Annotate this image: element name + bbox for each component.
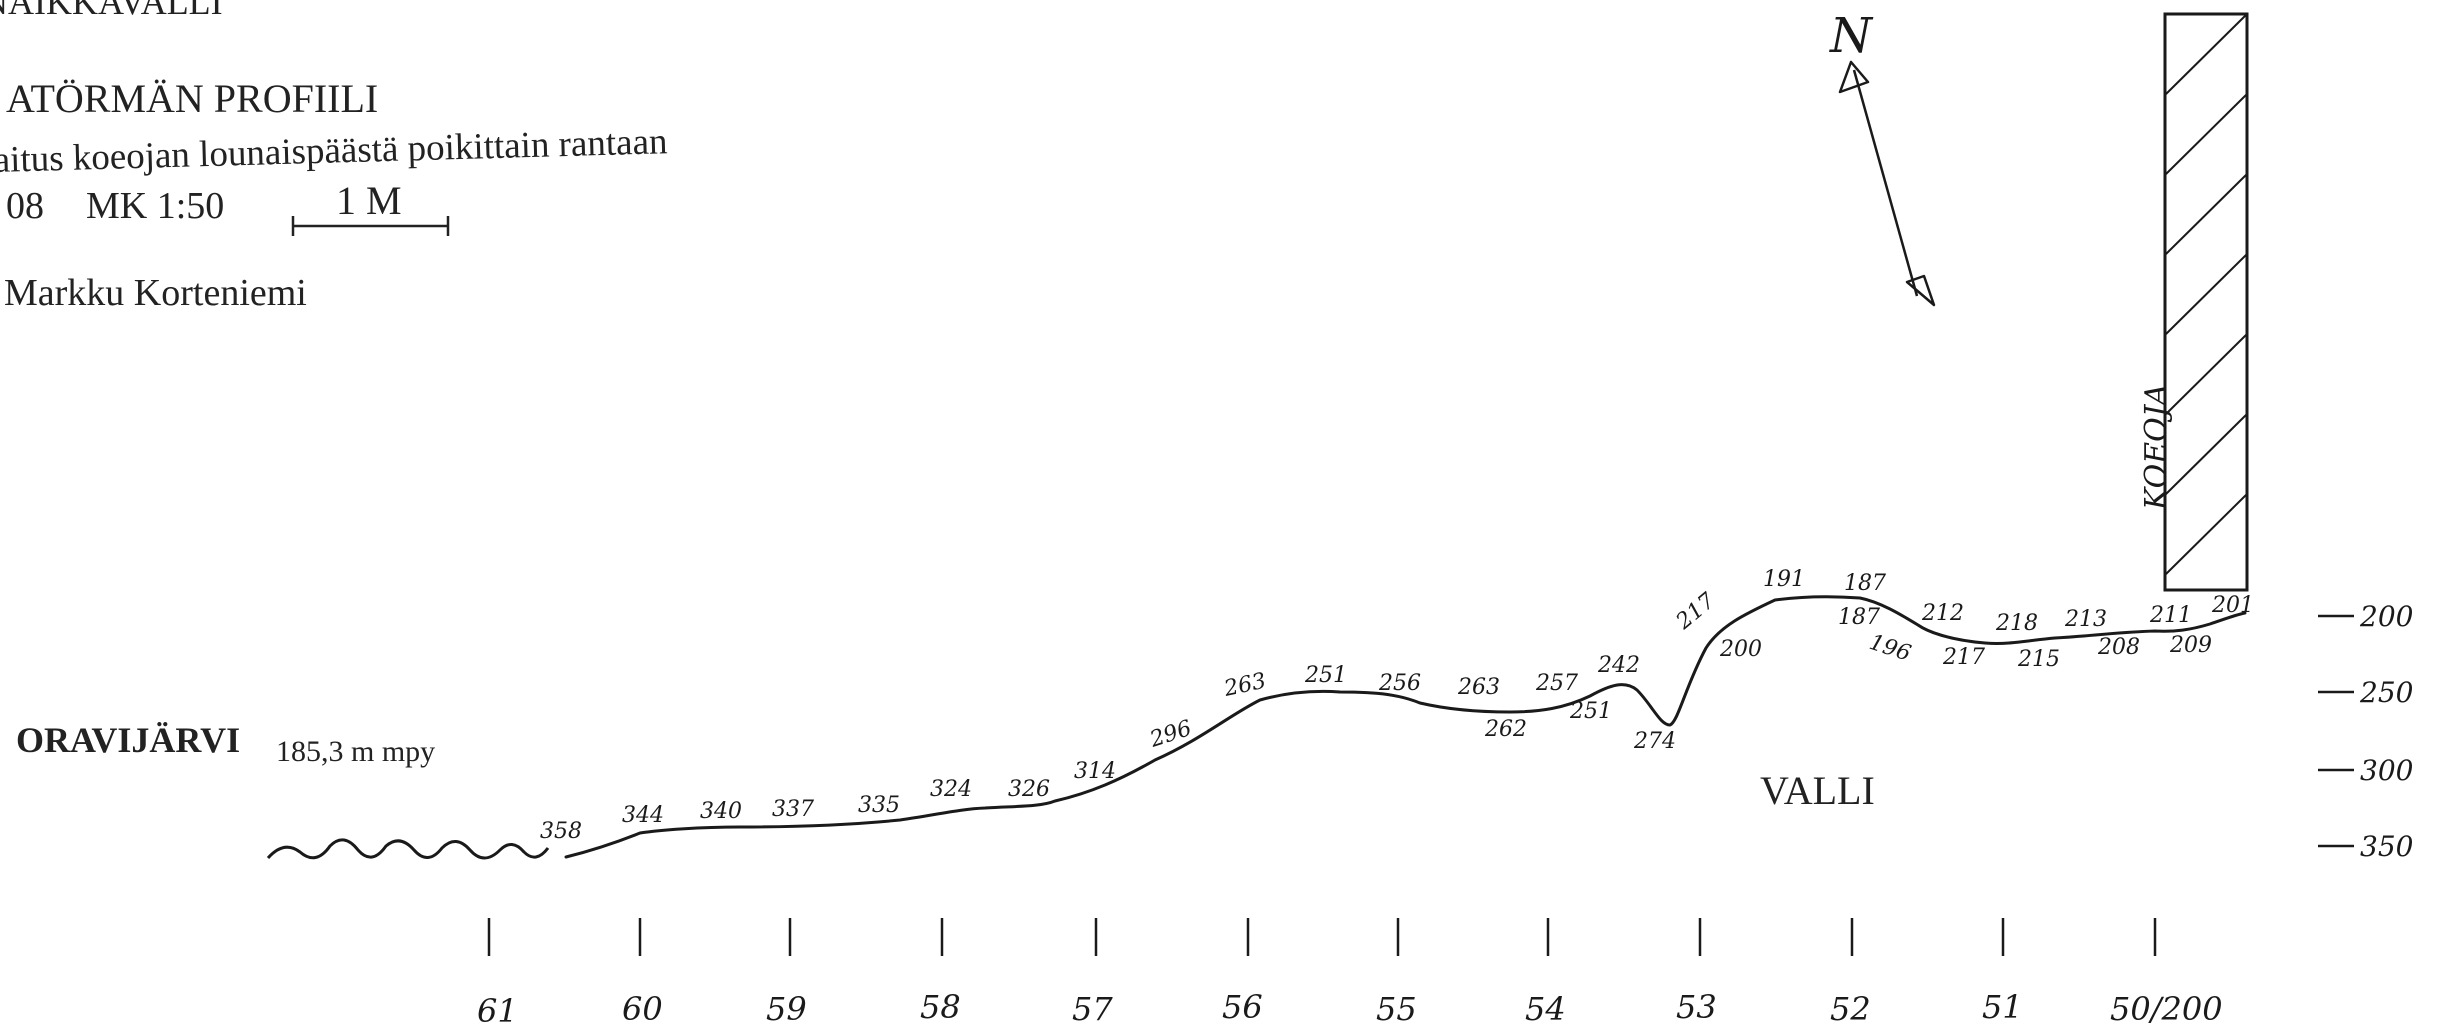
profile-reading: 263 <box>1221 669 1268 702</box>
terrain-profile-line <box>566 597 2245 857</box>
depth-scale-label: 250 <box>2359 676 2413 709</box>
profile-reading: 337 <box>772 797 814 822</box>
drawing-title: ATÖRMÄN PROFIILI <box>6 76 378 121</box>
station-label: 58 <box>920 988 961 1026</box>
profile-reading-lower: 251 <box>1569 699 1612 724</box>
site-name: NAIKKAVALLI <box>0 0 223 22</box>
station-label: 55 <box>1376 990 1417 1028</box>
north-label: N <box>1829 8 1874 64</box>
profile-reading-lower: 196 <box>1866 630 1914 667</box>
profile-reading-lower: 262 <box>1484 717 1527 742</box>
profile-reading: 187 <box>1844 571 1886 596</box>
profile-reading: 263 <box>1457 675 1500 700</box>
depth-scale-label: 200 <box>2359 600 2413 633</box>
drawing-year: 08 <box>6 185 44 227</box>
station-label: 52 <box>1830 990 1871 1028</box>
station-label: 51 <box>1982 988 2023 1026</box>
profile-reading-lower: 209 <box>2169 633 2212 658</box>
drawing-scale: MK 1:50 <box>86 185 224 227</box>
profile-reading: 335 <box>858 793 900 818</box>
scale-bar-label: 1 M <box>336 178 402 223</box>
station-label: 61 <box>477 992 518 1028</box>
station-label: 56 <box>1222 988 1263 1026</box>
profile-reading: 211 <box>2149 603 2192 628</box>
lake-name: ORAVIJÄRVI <box>16 720 240 760</box>
profile-reading: 340 <box>700 799 742 824</box>
profile-reading-lower: 217 <box>1942 645 1985 670</box>
water-waves <box>268 840 548 858</box>
profile-reading: 212 <box>1921 601 1964 626</box>
profile-reading: 296 <box>1146 716 1195 753</box>
profile-reading: 344 <box>622 803 664 828</box>
station-label: 53 <box>1676 988 1717 1026</box>
profile-reading: 358 <box>540 819 582 844</box>
station-label: 54 <box>1525 990 1566 1028</box>
profile-reading: 314 <box>1074 759 1116 784</box>
profile-reading-lower: 208 <box>2097 635 2140 660</box>
profile-reading: 242 <box>1597 653 1640 678</box>
rampart-label: VALLI <box>1760 768 1875 813</box>
profile-reading-lower: 200 <box>1719 637 1762 662</box>
profile-reading-lower: 274 <box>1633 729 1676 754</box>
profile-reading: 257 <box>1535 671 1578 696</box>
profile-reading: 251 <box>1304 663 1347 688</box>
station-label: 60 <box>622 990 663 1028</box>
drawing-author: Markku Korteniemi <box>4 272 307 314</box>
trench-label: KOEOJA <box>2139 384 2174 511</box>
drawing-description: aitus koeojan lounaispäästä poikittain r… <box>0 121 668 181</box>
profile-reading-lower: 215 <box>2017 647 2060 672</box>
profile-reading-lower: 187 <box>1838 605 1880 630</box>
depth-scale-label: 300 <box>2360 754 2413 787</box>
profile-reading: 256 <box>1378 671 1421 696</box>
trench-column <box>2165 14 2247 590</box>
profile-reading: 324 <box>930 777 972 802</box>
station-label: 50/200 <box>2110 990 2223 1028</box>
depth-scale: 200 250 300 350 <box>2318 600 2413 863</box>
station-label: 59 <box>766 990 807 1028</box>
north-arrow <box>1840 62 1934 305</box>
profile-reading: 326 <box>1008 777 1050 802</box>
depth-scale-label: 350 <box>2360 830 2413 863</box>
profile-reading: 217 <box>1671 588 1720 635</box>
station-axis: 61 60 59 58 57 56 55 54 53 52 51 50/200 <box>477 918 2223 1028</box>
lake-elevation: 185,3 m mpy <box>276 735 435 768</box>
station-label: 57 <box>1072 990 1113 1028</box>
profile-reading: 191 <box>1763 567 1805 592</box>
profile-reading: 218 <box>1995 611 2038 636</box>
profile-reading: 213 <box>2064 607 2107 632</box>
profile-reading: 201 <box>2211 593 2254 618</box>
